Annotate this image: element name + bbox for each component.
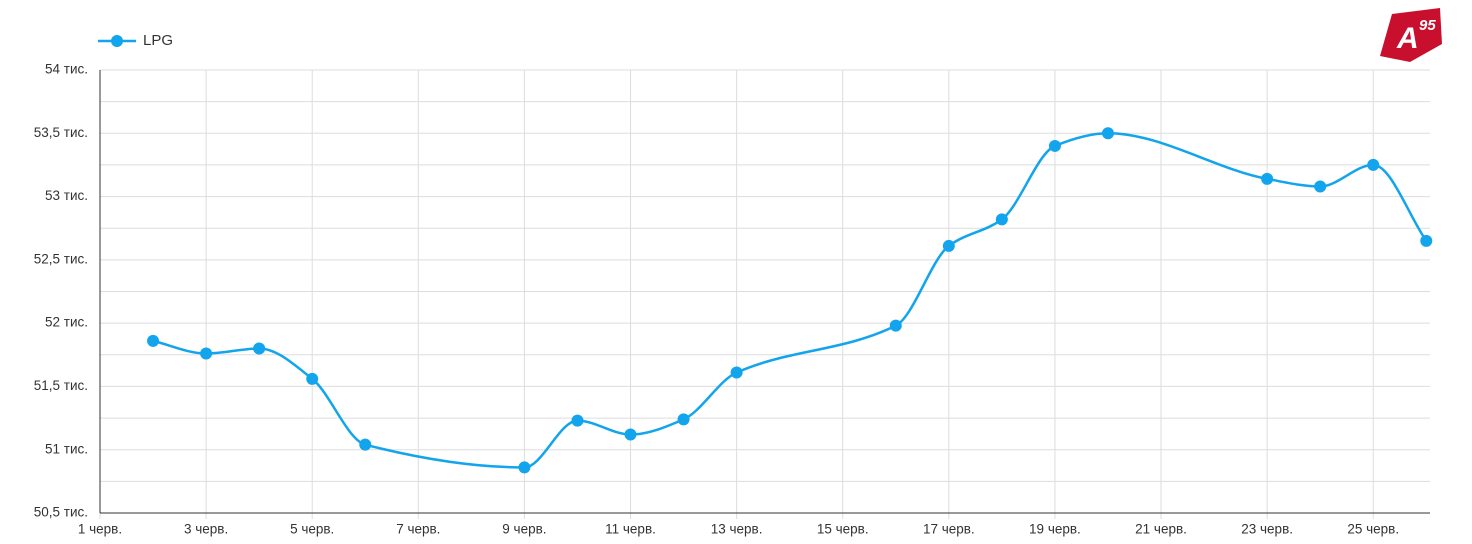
data-point <box>677 413 690 426</box>
x-tick-label: 1 черв. <box>78 522 122 537</box>
data-point <box>1261 172 1274 185</box>
data-point <box>624 428 637 441</box>
data-point <box>1314 180 1327 193</box>
series-line <box>152 132 1428 469</box>
y-tick-label: 52,5 тис. <box>34 251 88 266</box>
data-point <box>518 461 531 474</box>
data-point <box>306 372 319 385</box>
legend-label: LPG <box>143 32 173 49</box>
x-tick-label: 7 черв. <box>396 522 440 537</box>
data-point <box>571 414 584 427</box>
data-point <box>995 213 1008 226</box>
x-tick-label: 25 черв. <box>1347 522 1399 537</box>
data-point <box>147 334 160 347</box>
data-point <box>1048 139 1061 152</box>
x-tick-label: 19 черв. <box>1029 522 1081 537</box>
x-tick-label: 13 черв. <box>711 522 763 537</box>
data-point <box>1367 158 1380 171</box>
data-point <box>889 319 902 332</box>
data-point <box>730 366 743 379</box>
data-point <box>253 342 266 355</box>
y-tick-label: 54 тис. <box>45 62 88 77</box>
y-tick-label: 53 тис. <box>45 188 88 203</box>
logo-letter: A <box>1396 22 1419 55</box>
data-point <box>359 438 372 451</box>
logo-number: 95 <box>1419 17 1436 34</box>
legend-marker <box>111 35 123 47</box>
data-point <box>1420 234 1433 247</box>
y-tick-label: 52 тис. <box>45 315 88 330</box>
x-tick-label: 9 черв. <box>502 522 546 537</box>
y-tick-label: 51 тис. <box>45 441 88 456</box>
y-tick-label: 50,5 тис. <box>34 505 88 520</box>
data-point <box>200 347 213 360</box>
data-point <box>1101 127 1114 140</box>
x-tick-label: 5 черв. <box>290 522 334 537</box>
x-tick-label: 3 черв. <box>184 522 228 537</box>
x-tick-label: 11 черв. <box>605 522 656 537</box>
logo: A 95 <box>1380 8 1442 62</box>
logo-badge <box>1380 8 1442 62</box>
y-tick-label: 51,5 тис. <box>34 378 88 393</box>
y-tick-label: 53,5 тис. <box>34 125 88 140</box>
data-point <box>942 239 955 252</box>
x-tick-label: 23 черв. <box>1241 522 1293 537</box>
x-tick-label: 17 черв. <box>923 522 975 537</box>
x-tick-label: 15 черв. <box>817 522 869 537</box>
x-tick-label: 21 черв. <box>1135 522 1187 537</box>
